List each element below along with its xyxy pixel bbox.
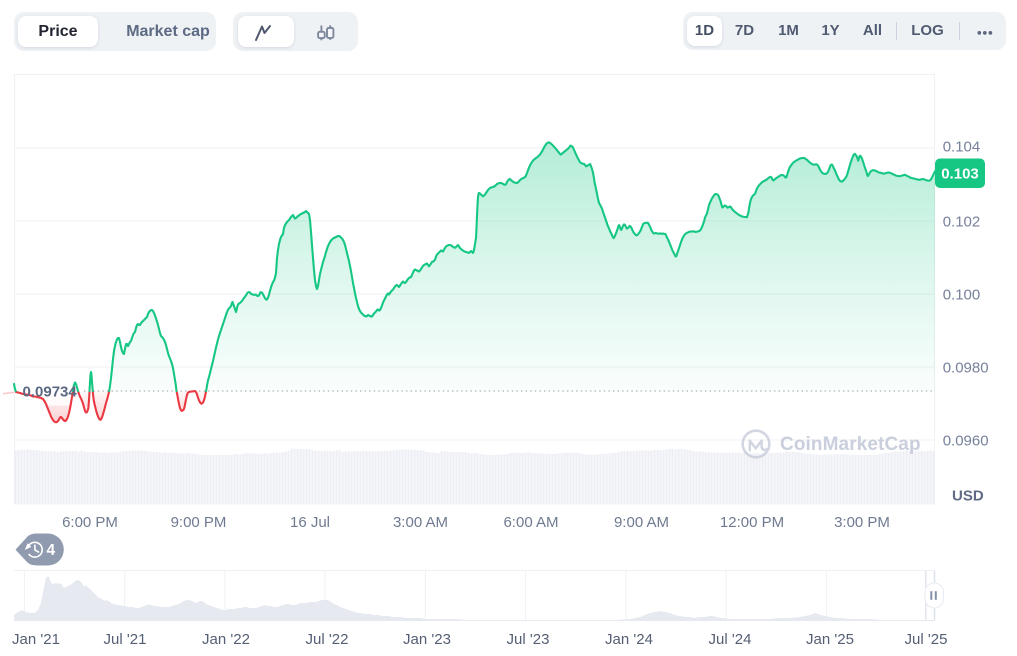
svg-text:Jul '24: Jul '24 <box>709 631 752 648</box>
svg-text:Jul '22: Jul '22 <box>306 631 349 648</box>
svg-text:Jul '21: Jul '21 <box>104 631 147 648</box>
svg-text:Jan '23: Jan '23 <box>403 631 451 648</box>
svg-text:CoinMarketCap: CoinMarketCap <box>780 434 921 455</box>
svg-text:Jul '25: Jul '25 <box>905 631 948 648</box>
svg-text:0.103: 0.103 <box>941 166 979 183</box>
svg-text:16 Jul: 16 Jul <box>290 514 330 531</box>
svg-text:0.09734: 0.09734 <box>23 384 78 401</box>
svg-text:0.100: 0.100 <box>943 286 981 303</box>
svg-text:Jan '22: Jan '22 <box>202 631 250 648</box>
svg-text:USD: USD <box>952 488 984 505</box>
svg-text:0.104: 0.104 <box>943 138 981 155</box>
svg-text:3:00 AM: 3:00 AM <box>393 514 448 531</box>
svg-text:4: 4 <box>46 542 55 559</box>
svg-text:3:00 PM: 3:00 PM <box>834 514 890 531</box>
svg-text:9:00 PM: 9:00 PM <box>171 514 227 531</box>
svg-text:6:00 PM: 6:00 PM <box>62 514 118 531</box>
svg-text:Jan '25: Jan '25 <box>806 631 854 648</box>
svg-text:Jan '21: Jan '21 <box>12 631 60 648</box>
svg-text:Jan '24: Jan '24 <box>605 631 653 648</box>
svg-text:0.0960: 0.0960 <box>943 432 989 449</box>
svg-text:0.0980: 0.0980 <box>943 359 989 376</box>
svg-text:9:00 AM: 9:00 AM <box>614 514 669 531</box>
svg-text:Jul '23: Jul '23 <box>507 631 550 648</box>
svg-text:12:00 PM: 12:00 PM <box>720 514 784 531</box>
svg-text:0.102: 0.102 <box>943 213 981 230</box>
svg-text:6:00 AM: 6:00 AM <box>503 514 558 531</box>
